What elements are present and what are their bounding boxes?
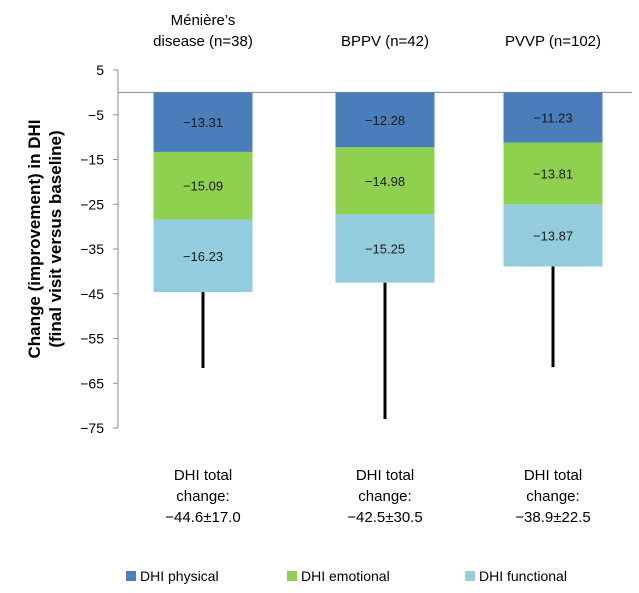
total-change-text: DHI total	[174, 467, 232, 484]
legend-swatch	[287, 571, 297, 581]
y-tick-label: −55	[80, 331, 104, 347]
total-change-text: change:	[526, 488, 579, 505]
y-tick-label: 5	[96, 62, 104, 78]
total-change-text: DHI total	[356, 467, 414, 484]
data-label: −15.25	[365, 241, 405, 256]
bar-segment	[503, 204, 603, 267]
legend-swatch	[465, 571, 475, 581]
data-label: −11.23	[533, 111, 572, 126]
y-tick-label: −15	[80, 152, 104, 168]
bar-segment	[153, 219, 253, 293]
group-header: Ménière’s	[171, 12, 236, 29]
bar-segment	[335, 147, 435, 215]
bar-segment	[335, 92, 435, 148]
group-header: PVVP (n=102)	[505, 33, 601, 50]
legend-swatch	[126, 571, 136, 581]
y-axis-title: Change (improvement) in DHI (final visit …	[25, 120, 65, 359]
y-tick-label: −65	[80, 375, 104, 391]
data-label: −16.23	[183, 249, 223, 264]
legend-label: DHI functional	[479, 568, 567, 584]
group-header: BPPV (n=42)	[341, 33, 429, 50]
data-label: −13.81	[533, 167, 573, 182]
y-axis-title-line: (final visit versus baseline)	[46, 130, 65, 347]
total-change-text: change:	[358, 488, 411, 505]
y-axis-title-line: Change (improvement) in DHI	[25, 120, 44, 359]
data-label: −13.31	[183, 115, 223, 130]
group-header: disease (n=38)	[153, 33, 253, 50]
y-tick-label: −5	[88, 107, 104, 123]
data-label: −14.98	[365, 174, 405, 189]
data-label: −13.87	[533, 228, 573, 243]
bar-segment	[335, 214, 435, 283]
bar-segment	[503, 142, 603, 205]
data-label: −15.09	[183, 179, 223, 194]
legend-label: DHI emotional	[301, 568, 390, 584]
total-change-text: DHI total	[524, 467, 582, 484]
total-change-text: −44.6±17.0	[165, 509, 240, 526]
bar-segment	[153, 151, 253, 220]
bar-segment	[153, 92, 253, 152]
y-tick-label: −25	[80, 196, 104, 212]
total-change-text: −42.5±30.5	[347, 509, 422, 526]
y-tick-label: −75	[80, 420, 104, 436]
y-tick-label: −35	[80, 241, 104, 257]
bar-segment	[503, 92, 603, 143]
total-change-text: −38.9±22.5	[515, 509, 590, 526]
data-label: −12.28	[365, 113, 405, 128]
total-change-text: change:	[176, 488, 229, 505]
y-tick-label: −45	[80, 286, 104, 302]
legend-label: DHI physical	[140, 568, 219, 584]
